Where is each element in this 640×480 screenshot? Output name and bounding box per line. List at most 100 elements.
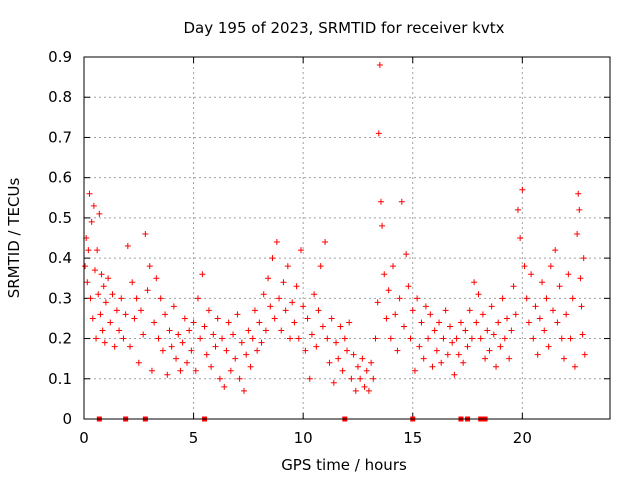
x-tick-label: 20 bbox=[513, 429, 532, 447]
data-point bbox=[271, 315, 278, 322]
data-point bbox=[579, 331, 586, 338]
data-point bbox=[135, 359, 142, 366]
data-point bbox=[387, 335, 394, 342]
data-point bbox=[289, 299, 296, 306]
data-point bbox=[333, 339, 340, 346]
data-point bbox=[455, 351, 462, 358]
x-axis-label: GPS time / hours bbox=[281, 456, 407, 474]
data-point bbox=[361, 383, 368, 390]
data-point bbox=[254, 347, 261, 354]
data-point bbox=[506, 355, 513, 362]
y-tick-label: 0.7 bbox=[48, 128, 72, 146]
data-point bbox=[304, 315, 311, 322]
data-point bbox=[444, 351, 451, 358]
data-point bbox=[179, 339, 186, 346]
data-point bbox=[256, 319, 263, 326]
data-point bbox=[578, 303, 585, 310]
data-point bbox=[477, 335, 484, 342]
y-tick-label: 0.9 bbox=[48, 48, 72, 66]
data-point bbox=[142, 230, 149, 237]
data-point bbox=[547, 263, 554, 270]
data-point bbox=[381, 271, 388, 278]
data-point bbox=[186, 327, 193, 334]
data-point bbox=[449, 339, 456, 346]
data-point bbox=[499, 295, 506, 302]
data-point bbox=[313, 343, 320, 350]
data-point bbox=[543, 295, 550, 302]
data-point bbox=[414, 295, 421, 302]
data-point bbox=[563, 311, 570, 318]
data-point bbox=[184, 359, 191, 366]
data-point bbox=[109, 291, 116, 298]
x-tick-label: 0 bbox=[79, 429, 89, 447]
data-point bbox=[260, 291, 267, 298]
data-point bbox=[120, 335, 127, 342]
data-point bbox=[265, 275, 272, 282]
data-point bbox=[460, 359, 467, 366]
data-point bbox=[82, 263, 89, 270]
data-point bbox=[116, 327, 123, 334]
data-point bbox=[488, 303, 495, 310]
data-point bbox=[324, 335, 331, 342]
data-point bbox=[148, 367, 155, 374]
data-point bbox=[262, 327, 269, 334]
data-point bbox=[87, 295, 94, 302]
data-point bbox=[225, 319, 232, 326]
chart-title: Day 195 of 2023, SRMTID for receiver kvt… bbox=[184, 19, 505, 37]
y-tick-label: 0.8 bbox=[48, 88, 72, 106]
data-point bbox=[118, 295, 125, 302]
data-point bbox=[425, 335, 432, 342]
data-point bbox=[164, 371, 171, 378]
data-point bbox=[221, 383, 228, 390]
y-axis-label: SRMTID / TECUs bbox=[5, 178, 23, 299]
data-point bbox=[293, 283, 300, 290]
data-point bbox=[199, 271, 206, 278]
data-point bbox=[407, 335, 414, 342]
data-point bbox=[192, 367, 199, 374]
data-point bbox=[278, 327, 285, 334]
data-point bbox=[418, 319, 425, 326]
data-point bbox=[133, 295, 140, 302]
data-point bbox=[95, 291, 102, 298]
data-point bbox=[197, 335, 204, 342]
data-point bbox=[155, 335, 162, 342]
data-point bbox=[556, 283, 563, 290]
data-points bbox=[82, 62, 588, 422]
data-point bbox=[144, 287, 151, 294]
data-point bbox=[137, 307, 144, 314]
data-point bbox=[383, 315, 390, 322]
data-point bbox=[475, 291, 482, 298]
data-point bbox=[344, 347, 350, 354]
data-point bbox=[276, 295, 283, 302]
data-point bbox=[517, 235, 524, 241]
data-point bbox=[175, 331, 182, 338]
data-point bbox=[230, 331, 237, 338]
data-point bbox=[512, 311, 519, 318]
data-point bbox=[101, 339, 108, 346]
data-point bbox=[194, 295, 201, 302]
data-point bbox=[519, 186, 526, 193]
data-point bbox=[269, 255, 276, 262]
data-point bbox=[102, 299, 109, 306]
data-point bbox=[438, 359, 445, 366]
data-point bbox=[385, 287, 392, 294]
data-point bbox=[129, 279, 136, 286]
y-tick-label: 0.5 bbox=[48, 209, 72, 227]
data-point bbox=[539, 279, 546, 286]
y-tick-label: 0 bbox=[62, 410, 72, 428]
y-tick-label: 0.6 bbox=[48, 169, 72, 187]
data-point bbox=[510, 283, 517, 290]
data-point bbox=[89, 315, 96, 322]
data-point bbox=[232, 355, 239, 362]
data-point bbox=[552, 247, 559, 254]
data-point bbox=[569, 295, 576, 302]
data-point bbox=[315, 307, 322, 314]
data-point bbox=[400, 323, 407, 330]
data-point bbox=[322, 239, 329, 246]
data-point bbox=[374, 299, 381, 306]
data-point bbox=[433, 347, 440, 354]
data-point bbox=[473, 319, 480, 326]
data-point bbox=[328, 315, 335, 322]
data-point bbox=[420, 355, 427, 362]
y-tick-label: 0.1 bbox=[48, 370, 72, 388]
